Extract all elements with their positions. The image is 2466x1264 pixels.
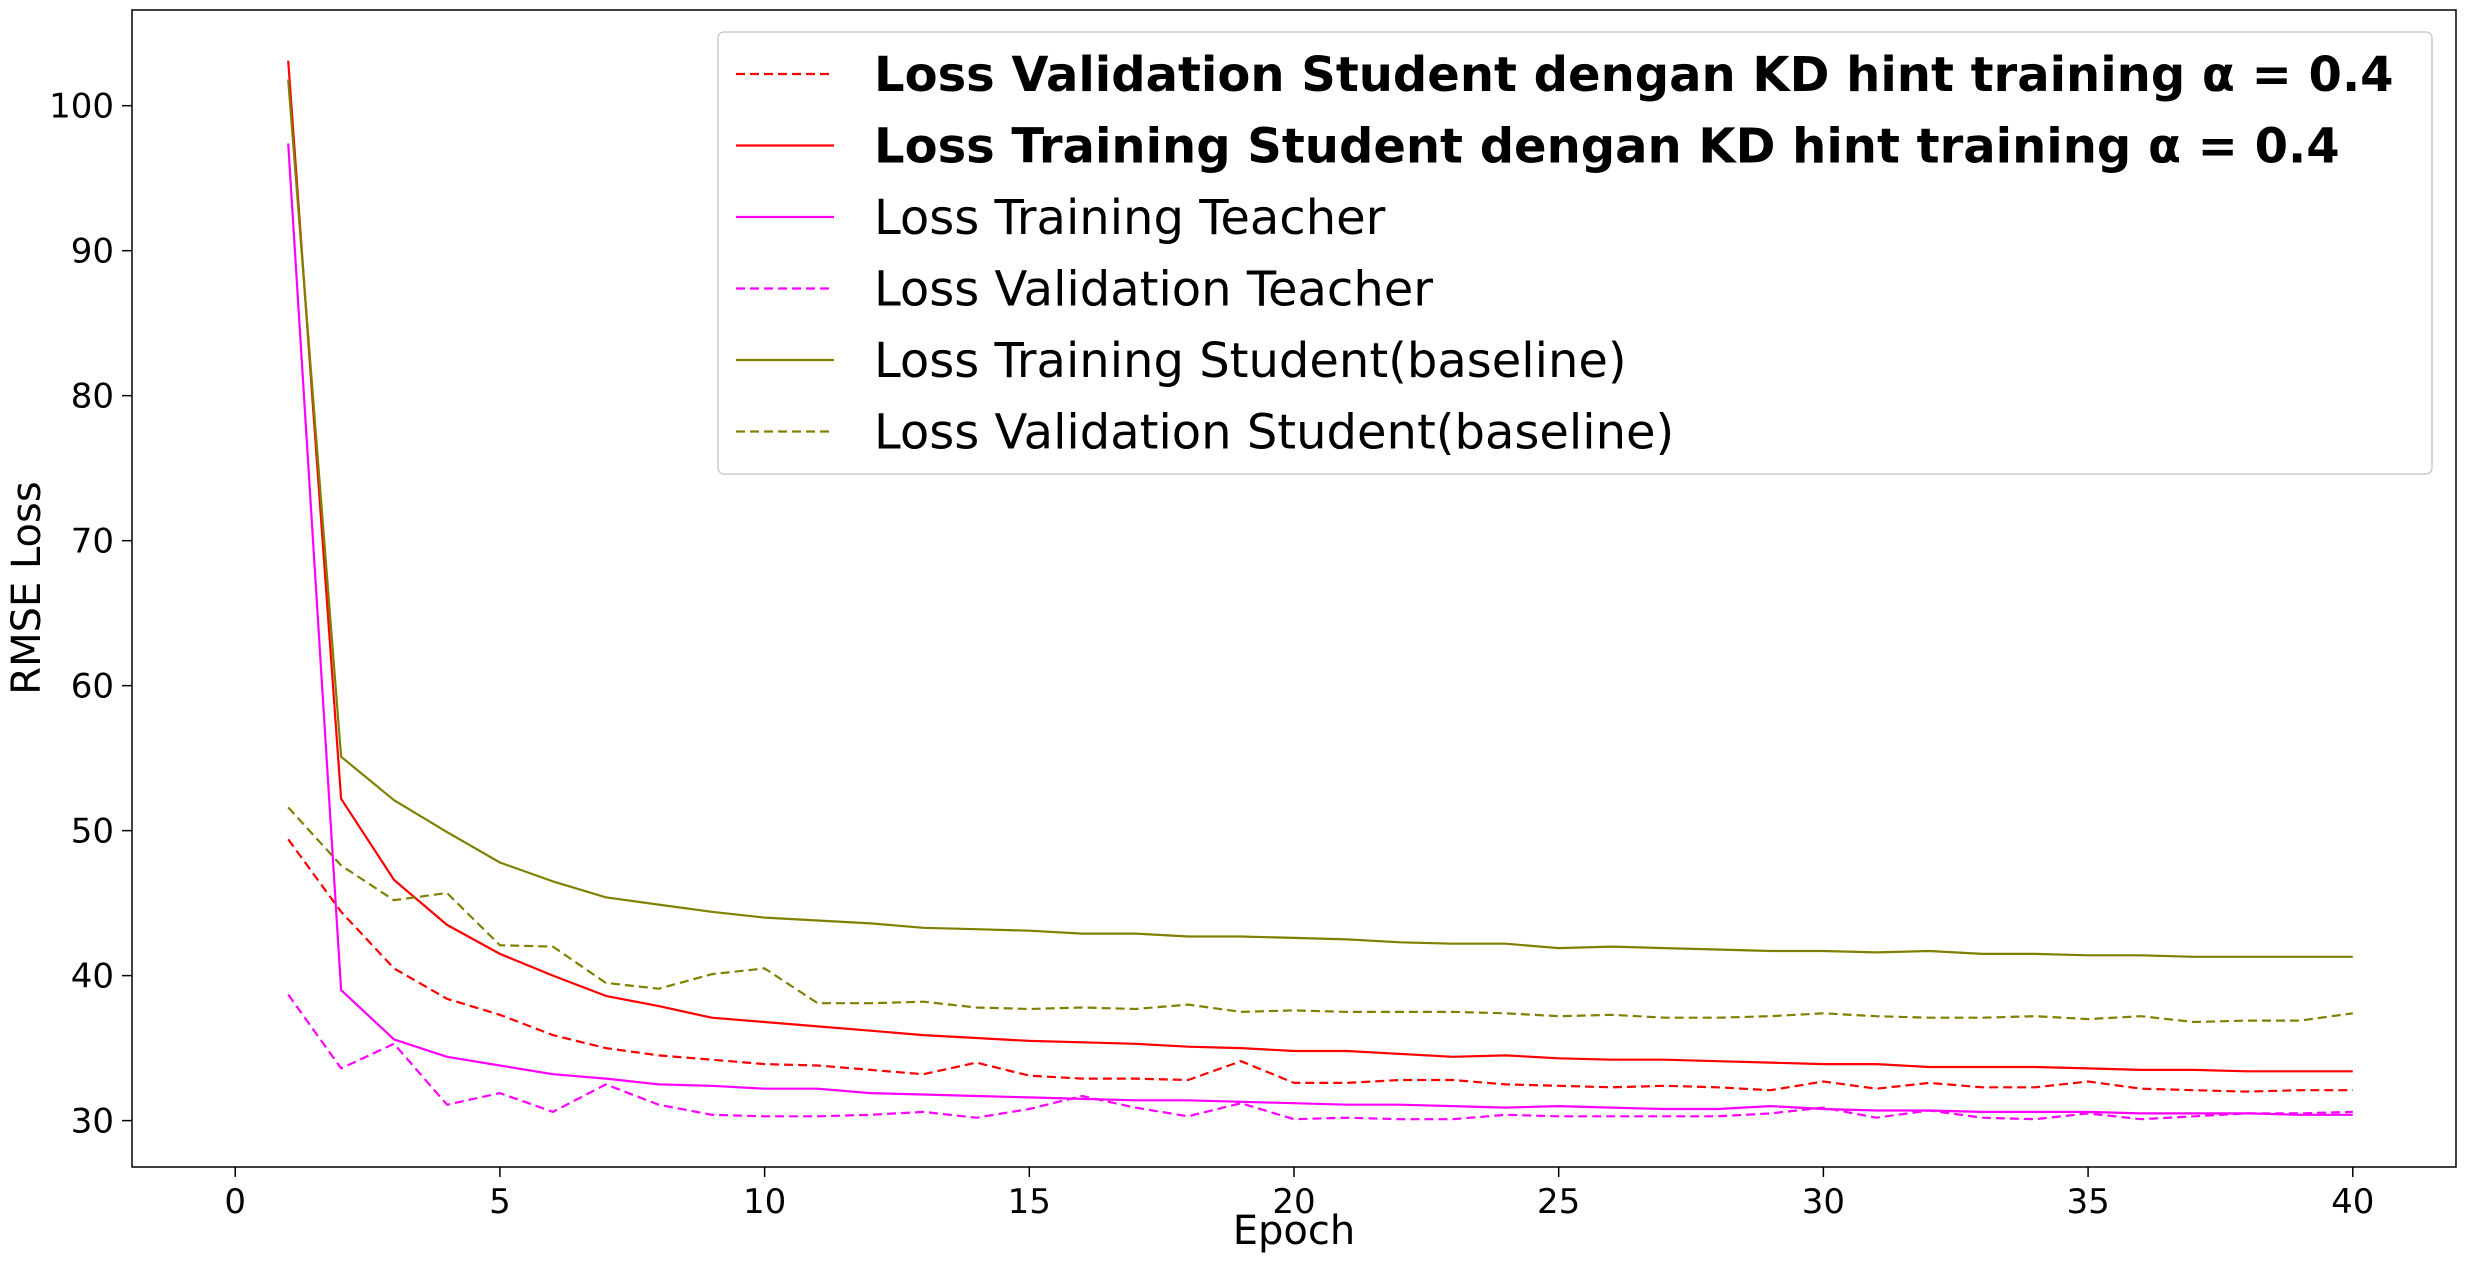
legend: Loss Validation Student dengan KD hint t… <box>717 31 2433 475</box>
x-axis-label: Epoch <box>1233 1208 1355 1254</box>
x-tick-label: 25 <box>1537 1182 1580 1222</box>
series-line-2 <box>287 143 2353 1116</box>
legend-label: Loss Training Student(baseline) <box>874 333 1627 389</box>
y-tick-label: 90 <box>71 232 114 272</box>
x-tick-label: 20 <box>1272 1182 1315 1222</box>
series-line-4 <box>287 79 2353 958</box>
x-tick-label: 5 <box>489 1182 511 1222</box>
x-tick-label: 10 <box>743 1182 786 1222</box>
y-axis-label: RMSE Loss <box>4 481 50 694</box>
y-tick-label: 70 <box>71 522 114 562</box>
x-tick-label: 35 <box>2066 1182 2109 1222</box>
legend-label: Loss Validation Student(baseline) <box>874 405 1674 461</box>
legend-label: Loss Training Teacher <box>874 190 1386 246</box>
series-line-5 <box>287 806 2353 1024</box>
y-tick-label: 50 <box>71 812 114 852</box>
series-lines <box>287 60 2353 1121</box>
y-tick-label: 40 <box>71 957 114 997</box>
x-tick-label: 40 <box>2331 1182 2374 1222</box>
legend-label: Loss Validation Student dengan KD hint t… <box>874 47 2394 103</box>
series-line-3 <box>287 993 2353 1121</box>
y-tick-label: 60 <box>71 667 114 707</box>
x-tick-label: 15 <box>1008 1182 1051 1222</box>
x-tick-label: 0 <box>224 1182 246 1222</box>
x-tick-label: 30 <box>1802 1182 1845 1222</box>
y-tick-label: 80 <box>71 377 114 417</box>
axis-ticks: 0 5 10 15 20 25 30 35 40 30 40 50 60 70 80 90 100 <box>49 87 2374 1222</box>
y-tick-label: 30 <box>71 1102 114 1142</box>
y-tick-label: 100 <box>49 87 114 127</box>
legend-box <box>717 31 2433 475</box>
legend-label: Loss Training Student dengan KD hint tra… <box>874 119 2340 175</box>
series-line-0 <box>287 838 2353 1093</box>
series-line-1 <box>287 60 2353 1073</box>
legend-label: Loss Validation Teacher <box>874 262 1433 318</box>
